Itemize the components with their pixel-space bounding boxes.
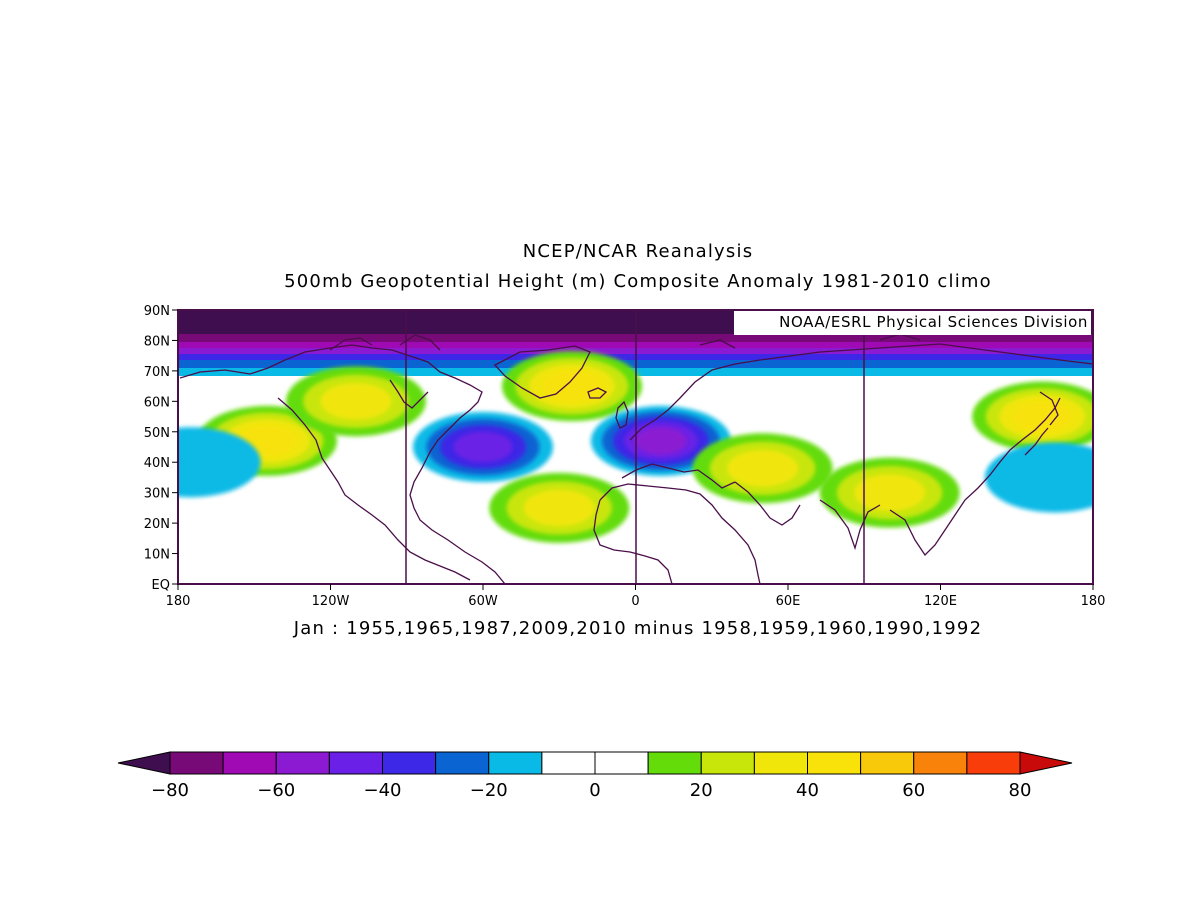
colorbar-arrow-high xyxy=(1019,751,1073,775)
lat-tick-label: EQ xyxy=(152,578,170,593)
coast-japan xyxy=(1024,427,1049,456)
lat-tick-label: 80N xyxy=(144,334,170,349)
colorbar-swatch xyxy=(860,751,915,775)
colorbar-label: −80 xyxy=(151,780,189,801)
colorbar-swatch xyxy=(382,751,437,775)
colorbar-swatch xyxy=(913,751,968,775)
lon-tick-label: 180 xyxy=(1081,594,1106,609)
lon-tick-label: 60E xyxy=(776,594,801,609)
lat-tick-label: 10N xyxy=(144,548,170,563)
chart-title: NCEP/NCAR Reanalysis xyxy=(522,241,754,262)
coast-uk xyxy=(615,400,629,429)
colorbar-swatch xyxy=(275,751,330,775)
colorbar-swatch xyxy=(753,751,808,775)
anomaly-contour-3-3 xyxy=(542,370,602,402)
lon-tick-label: 60W xyxy=(468,594,498,609)
coast-mediterranean xyxy=(621,463,736,489)
anomaly-contour-10-0 xyxy=(178,427,261,498)
colorbar-label: −60 xyxy=(257,780,295,801)
colorbar-label: 20 xyxy=(690,780,713,801)
anomaly-contour-6-2 xyxy=(727,449,799,487)
coast-se-asia xyxy=(889,397,1061,557)
coast-greenland xyxy=(493,345,591,399)
colorbar-swatch xyxy=(435,751,490,775)
anomaly-contour-7-2 xyxy=(854,474,926,511)
colorbar-swatch xyxy=(169,751,224,775)
colorbar-label: 60 xyxy=(902,780,925,801)
colorbar-swatch xyxy=(594,751,649,775)
colorbar-label: 80 xyxy=(1009,780,1032,801)
lon-tick-label: 0 xyxy=(631,594,639,609)
lon-tick-label: 180 xyxy=(166,594,191,609)
coast-west-america xyxy=(277,397,471,581)
coast-north-america xyxy=(179,344,506,584)
colorbar-swatch xyxy=(488,751,543,775)
colorbar-swatch xyxy=(966,751,1021,775)
lat-tick-label: 70N xyxy=(144,365,170,380)
anomaly-field xyxy=(178,310,1093,584)
coast-arctic-islands xyxy=(329,333,921,351)
coast-hudson xyxy=(389,379,429,409)
colorbar-swatch xyxy=(328,751,383,775)
lat-tick-label: 60N xyxy=(144,395,170,410)
lat-tick-label: 40N xyxy=(144,456,170,471)
coast-iceland xyxy=(587,387,608,399)
colorbar-swatch xyxy=(222,751,277,775)
anomaly-contour-2-3 xyxy=(453,431,513,463)
coast-arabia xyxy=(734,481,801,526)
colorbar-swatch xyxy=(647,751,702,775)
colorbar-label: −20 xyxy=(470,780,508,801)
coastlines xyxy=(179,333,1093,584)
lat-tick-label: 90N xyxy=(144,304,170,319)
colorbar-label: −40 xyxy=(364,780,402,801)
colorbar-swatch xyxy=(700,751,755,775)
lon-tick-label: 120E xyxy=(924,594,957,609)
lon-axis: 180 120W 60W 0 60E 120E 180 xyxy=(166,584,1106,609)
coast-kamchatka xyxy=(1039,391,1059,426)
anomaly-contour-5-4 xyxy=(635,427,687,455)
coast-europe xyxy=(629,343,1093,441)
colorbar-label: 40 xyxy=(796,780,819,801)
lat-tick-label: 20N xyxy=(144,517,170,532)
coast-africa xyxy=(599,483,761,584)
coast-india xyxy=(819,499,881,551)
composite-description: Jan : 1955,1965,1987,2009,2010 minus 195… xyxy=(293,618,983,639)
anomaly-contour-8-3 xyxy=(1012,401,1072,432)
lat-axis: EQ 10N 20N 30N 40N 50N 60N 70N 80N 90N xyxy=(144,304,178,593)
colorbar-swatch xyxy=(807,751,862,775)
chart-subtitle: 500mb Geopotential Height (m) Composite … xyxy=(284,271,992,292)
colorbar-swatch xyxy=(541,751,596,775)
credit-box xyxy=(734,311,1091,335)
colorbar-label: 0 xyxy=(589,780,600,801)
coast-west-africa xyxy=(593,499,673,584)
lat-tick-label: 50N xyxy=(144,426,170,441)
colorbar-arrow-low xyxy=(117,751,171,775)
credit-text: NOAA/ESRL Physical Sciences Division xyxy=(779,313,1088,331)
lat-tick-label: 30N xyxy=(144,487,170,502)
lon-tick-label: 120W xyxy=(312,594,350,609)
anomaly-contour-9-0 xyxy=(984,442,1093,513)
anomaly-contour-4-2 xyxy=(523,489,595,527)
colorbar: −80 −60 −40 −20 0 20 40 60 80 xyxy=(117,751,1073,801)
anomaly-contour-1-2 xyxy=(320,383,392,420)
